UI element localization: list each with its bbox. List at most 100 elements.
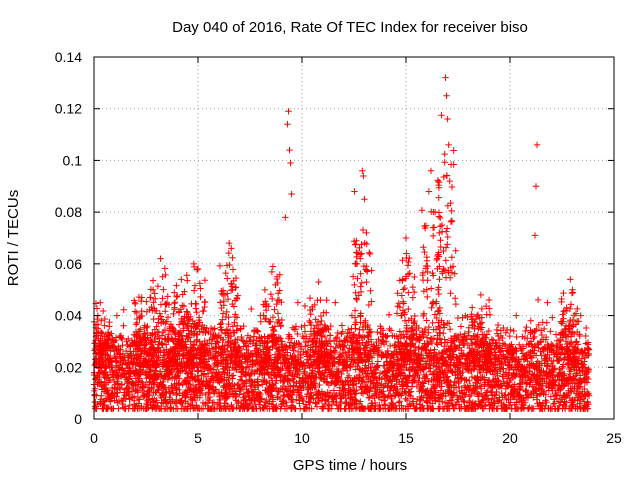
data-point bbox=[254, 376, 262, 383]
data-point bbox=[101, 401, 108, 409]
data-point bbox=[130, 393, 138, 400]
data-point bbox=[160, 286, 167, 293]
data-point bbox=[214, 356, 222, 364]
data-point bbox=[547, 328, 554, 335]
data-point bbox=[243, 401, 251, 408]
data-point bbox=[230, 405, 237, 412]
data-point bbox=[120, 306, 127, 313]
data-point bbox=[232, 393, 239, 401]
data-point bbox=[238, 333, 245, 341]
data-point bbox=[145, 387, 152, 395]
data-point bbox=[214, 339, 222, 346]
data-point bbox=[179, 400, 186, 408]
data-point bbox=[212, 386, 219, 393]
data-point bbox=[118, 335, 126, 343]
data-point bbox=[513, 333, 520, 341]
data-point bbox=[225, 392, 233, 400]
data-point bbox=[522, 327, 529, 335]
data-point bbox=[170, 310, 177, 318]
data-point bbox=[152, 295, 159, 303]
data-point bbox=[174, 292, 181, 300]
data-point bbox=[326, 332, 334, 339]
data-point bbox=[268, 268, 276, 276]
data-point bbox=[98, 392, 105, 399]
data-point bbox=[154, 319, 162, 326]
data-point bbox=[121, 356, 129, 364]
data-point bbox=[227, 333, 235, 340]
data-point bbox=[534, 296, 542, 304]
data-point bbox=[386, 325, 393, 333]
data-point bbox=[255, 382, 262, 389]
data-point bbox=[179, 302, 186, 309]
data-point bbox=[242, 397, 250, 404]
data-point bbox=[157, 348, 164, 356]
data-points bbox=[90, 74, 593, 412]
data-point bbox=[233, 295, 241, 303]
data-point bbox=[540, 325, 548, 333]
data-point bbox=[228, 401, 235, 409]
data-point bbox=[537, 327, 545, 334]
data-point bbox=[200, 308, 207, 315]
data-point bbox=[106, 318, 113, 326]
data-point bbox=[198, 389, 206, 397]
data-point bbox=[270, 327, 278, 335]
data-point bbox=[446, 326, 454, 333]
data-point bbox=[114, 389, 121, 396]
data-point bbox=[247, 382, 254, 390]
data-point bbox=[188, 370, 195, 378]
data-point bbox=[129, 360, 136, 367]
data-point bbox=[224, 394, 231, 401]
data-point bbox=[217, 373, 225, 380]
data-point bbox=[238, 360, 245, 367]
data-point bbox=[171, 399, 179, 406]
data-point bbox=[244, 343, 252, 350]
data-point bbox=[253, 327, 261, 334]
data-point bbox=[137, 378, 145, 385]
data-point bbox=[175, 380, 183, 388]
data-point bbox=[213, 335, 221, 342]
data-point bbox=[154, 283, 162, 290]
data-point bbox=[134, 394, 142, 402]
data-point bbox=[229, 323, 237, 330]
data-point bbox=[132, 321, 140, 328]
data-point bbox=[188, 300, 195, 308]
data-point bbox=[229, 266, 237, 273]
data-point bbox=[494, 321, 502, 329]
data-point bbox=[185, 381, 193, 388]
data-point bbox=[240, 322, 247, 330]
data-point bbox=[229, 375, 236, 382]
data-point bbox=[190, 287, 198, 294]
data-point bbox=[173, 391, 180, 399]
data-point bbox=[197, 363, 204, 371]
data-point bbox=[197, 293, 204, 301]
data-point bbox=[240, 390, 248, 397]
data-point bbox=[184, 277, 191, 284]
data-point bbox=[204, 370, 212, 377]
data-point bbox=[338, 322, 346, 329]
data-point bbox=[195, 367, 202, 374]
data-point bbox=[108, 358, 115, 365]
data-point bbox=[137, 367, 145, 374]
data-point bbox=[149, 277, 157, 284]
data-point bbox=[510, 327, 517, 335]
data-point bbox=[148, 385, 155, 392]
data-point bbox=[134, 389, 142, 396]
data-point bbox=[156, 310, 164, 317]
data-point bbox=[246, 334, 254, 341]
data-point bbox=[207, 330, 214, 338]
data-point bbox=[162, 389, 169, 396]
data-point bbox=[99, 307, 107, 315]
data-point bbox=[104, 351, 111, 358]
data-point bbox=[171, 299, 179, 306]
data-point bbox=[236, 391, 243, 398]
data-point bbox=[150, 380, 157, 387]
data-point bbox=[158, 332, 166, 339]
data-point bbox=[183, 272, 190, 279]
data-point bbox=[462, 376, 470, 383]
data-point bbox=[116, 385, 124, 393]
data-point bbox=[224, 275, 231, 282]
data-point bbox=[114, 399, 121, 406]
data-point bbox=[301, 322, 308, 329]
data-point bbox=[193, 401, 200, 409]
data-point bbox=[230, 372, 237, 379]
